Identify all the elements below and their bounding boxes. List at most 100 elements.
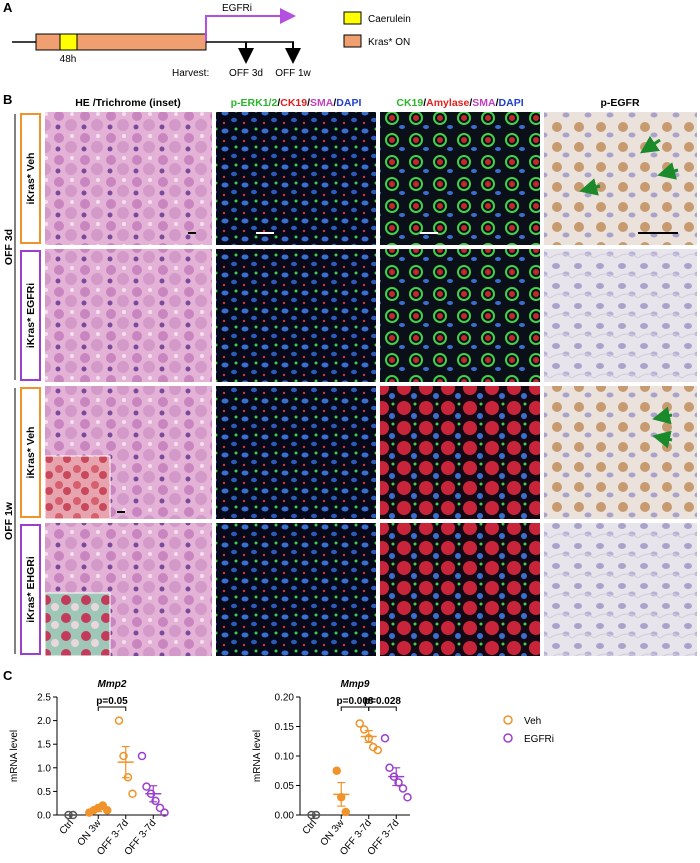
legend-label: Veh (524, 716, 541, 727)
row-label-box (20, 524, 41, 655)
row-label: iKras* Veh (25, 153, 37, 205)
header-part: / (307, 97, 310, 109)
micrograph (380, 386, 540, 519)
y-tick-label: 1.5 (37, 740, 51, 751)
data-point (128, 789, 137, 799)
data-point (360, 725, 369, 734)
drug-label: EGFRi (222, 3, 252, 14)
duration: 48h (60, 54, 77, 65)
micrograph (380, 249, 540, 382)
x-tick-label: Ctrl (58, 818, 76, 837)
header-part: SMA (472, 97, 496, 109)
data-point (103, 806, 112, 815)
egfri-arrow (205, 8, 296, 42)
y-tick-label: 0.10 (275, 752, 295, 763)
data-point (403, 793, 412, 802)
y-tick-label: 0.0 (37, 811, 51, 822)
y-tick-label: 2.0 (37, 716, 51, 727)
timepoint: OFF 1w (275, 68, 311, 79)
inset (44, 592, 111, 657)
row-label: iKras* EHGRi (25, 556, 37, 623)
timepoint-label: OFF 3d (3, 229, 15, 265)
p-value: p=0.05 (96, 696, 128, 707)
micrograph (216, 249, 376, 382)
y-axis-title: mRNA level (9, 730, 20, 782)
y-tick-label: 0.00 (275, 811, 295, 822)
data-point (373, 745, 382, 755)
y-tick-label: 0.5 (37, 787, 51, 798)
panel-label: C (3, 668, 13, 683)
y-tick-label: 1.0 (37, 763, 51, 774)
header-part: SMA (310, 97, 334, 109)
y-tick-label: 0.05 (275, 781, 295, 792)
header-part: DAPI (336, 97, 361, 109)
header-part: / (333, 97, 336, 109)
header-part: / (496, 97, 499, 109)
y-axis-title: mRNA level (252, 730, 263, 782)
pointer-arrow (652, 406, 673, 425)
header-part: DAPI (499, 97, 524, 109)
legend-marker (503, 715, 513, 725)
micrograph-grid: iKras* Veh iKras* EGFRi iKras* Veh iKras* E… (3, 112, 697, 657)
micrograph (544, 249, 697, 382)
micrograph (216, 386, 376, 519)
panel-label: B (3, 92, 12, 107)
header-part: / (469, 97, 472, 109)
significance-bracket (340, 706, 370, 711)
pointer-arrow (579, 178, 601, 196)
significance-bracket (368, 706, 397, 711)
pointer-arrow (640, 135, 661, 154)
micrograph (216, 112, 376, 245)
row-label-box (20, 387, 41, 518)
header-part: / (277, 97, 280, 109)
timepoint-label: OFF 1w (3, 501, 15, 540)
micrograph (45, 249, 212, 382)
data-point (114, 716, 124, 725)
row-label: iKras* EGFRi (25, 283, 37, 348)
data-point (398, 784, 408, 793)
header-part: Amylase (426, 97, 469, 109)
harvest-label: Harvest: (172, 68, 209, 79)
panel-label: A (3, 0, 13, 15)
data-point (355, 719, 364, 728)
legend-swatch (343, 11, 362, 25)
data-point (137, 751, 147, 761)
significance-bracket (97, 706, 127, 711)
data-point (142, 782, 151, 791)
column-header: HE /Trichrome (inset) (75, 97, 181, 109)
chart-title: Mmp2 (98, 679, 127, 690)
column-header: p-EGFR (600, 97, 639, 109)
data-point (341, 807, 350, 817)
column-header: p-ERK1/2/CK19/SMA/DAPI (231, 97, 362, 109)
column-header: CK19/Amylase/SMA/DAPI (396, 97, 523, 109)
data-point (160, 808, 169, 817)
data-point (380, 734, 390, 743)
micrograph (380, 523, 540, 656)
legend-swatch (343, 34, 362, 48)
micrograph (380, 112, 540, 245)
legend-marker (503, 733, 513, 743)
header-part: CK19 (396, 97, 423, 109)
micrograph (544, 112, 697, 245)
data-point (151, 796, 160, 806)
chart-title: Mmp9 (341, 679, 370, 690)
micrograph (544, 386, 697, 519)
header-part: / (423, 97, 426, 109)
micrograph (216, 523, 376, 656)
inset (44, 455, 111, 520)
p-value: p=0.008 (337, 696, 374, 707)
p-value: p=0.028 (364, 696, 401, 707)
data-point (119, 751, 128, 761)
data-point (155, 803, 165, 813)
row-label-box (20, 250, 41, 381)
header-part: p-ERK1/2 (231, 97, 278, 109)
row-label-box (20, 113, 41, 244)
header-part: CK19 (280, 97, 307, 109)
legend-label: EGFRi (524, 734, 554, 745)
timepoint: OFF 3d (229, 68, 263, 79)
micrograph (544, 523, 697, 656)
y-tick-label: 0.15 (275, 722, 295, 733)
pointer-arrow (657, 162, 679, 180)
